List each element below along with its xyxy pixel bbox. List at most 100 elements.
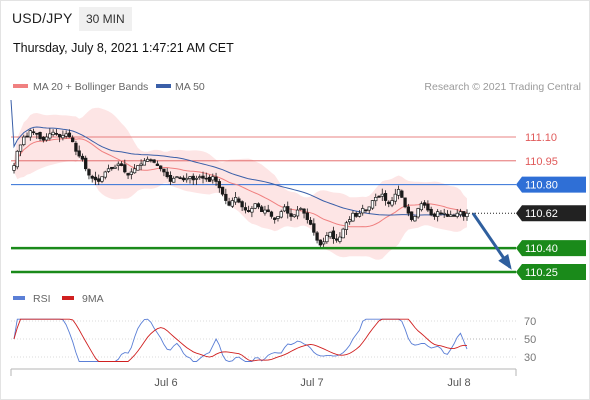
candle — [429, 206, 433, 217]
candle — [338, 232, 342, 244]
candle-body — [227, 201, 231, 206]
candle-body — [393, 193, 397, 202]
candle-body — [308, 219, 313, 225]
candle — [113, 164, 117, 169]
candle — [41, 136, 45, 143]
candle — [217, 178, 221, 193]
candle — [106, 164, 111, 173]
candle-body — [442, 212, 446, 215]
candle-body — [207, 176, 212, 182]
candle — [383, 190, 388, 206]
x-tick-label: Jul 7 — [300, 377, 323, 389]
candle — [204, 172, 208, 182]
level-tag-110-25 — [516, 264, 586, 280]
candle-body — [149, 159, 153, 162]
candle-body — [387, 201, 391, 205]
candle — [224, 188, 228, 205]
candle — [465, 209, 469, 221]
candle — [263, 205, 267, 216]
candle-body — [269, 211, 274, 217]
candle-body — [162, 168, 166, 173]
candle-body — [18, 144, 23, 152]
candle-body — [445, 213, 450, 217]
candle-body — [302, 208, 306, 214]
candle-body — [80, 155, 85, 160]
candle-body — [266, 209, 270, 212]
candle — [103, 170, 107, 180]
candle-body — [71, 137, 75, 143]
candle-body — [41, 136, 45, 141]
candle-body — [172, 177, 176, 183]
candle — [67, 129, 72, 138]
candle — [38, 131, 42, 142]
candle — [328, 231, 332, 239]
rsi-tick-30: 30 — [524, 352, 536, 364]
candle-body — [396, 189, 401, 196]
ma50-legend-swatch — [156, 84, 171, 88]
candle — [87, 168, 91, 180]
candle — [387, 200, 391, 208]
candle — [243, 202, 248, 214]
candle — [80, 153, 85, 162]
candle-body — [84, 157, 88, 170]
rsi-legend-swatch — [13, 296, 25, 300]
candle — [181, 175, 186, 182]
candle — [436, 209, 440, 222]
candle — [419, 201, 424, 212]
candle-body — [35, 132, 39, 135]
candle — [57, 133, 62, 143]
level-tag-110-40 — [516, 240, 586, 257]
candle-body — [409, 211, 414, 220]
candle-body — [465, 212, 469, 217]
candle — [279, 209, 283, 219]
candle-body — [15, 150, 19, 168]
forecast-arrow-head — [498, 253, 512, 270]
candle — [159, 165, 163, 172]
candle-body — [361, 208, 365, 214]
level-label-110-95: 110.95 — [525, 156, 558, 168]
level-tag-110-80 — [516, 176, 586, 193]
candle — [185, 173, 189, 183]
candle — [449, 210, 453, 217]
candle-body — [263, 209, 267, 214]
candle — [18, 144, 23, 157]
x-tick-label: Jul 6 — [154, 377, 177, 389]
candle-body — [273, 217, 277, 220]
candle-body — [299, 208, 303, 210]
candle-body — [224, 193, 228, 201]
candle-body — [201, 175, 205, 179]
candle — [90, 174, 94, 183]
candle — [370, 200, 375, 210]
candle-body — [348, 219, 352, 223]
candle-body — [132, 168, 137, 174]
candle — [15, 149, 19, 170]
candle — [214, 172, 218, 186]
candle — [207, 174, 212, 182]
candle — [325, 232, 329, 244]
candle-body — [419, 203, 424, 211]
candle-body — [51, 131, 55, 136]
candle-body — [413, 216, 417, 222]
candle-body — [113, 166, 117, 169]
candle-body — [276, 216, 280, 219]
candle-body — [357, 212, 362, 217]
ma20-legend-swatch — [13, 84, 28, 88]
candle-body — [462, 211, 466, 217]
candle-body — [119, 163, 124, 166]
candle — [357, 210, 362, 218]
candle-body — [145, 158, 150, 162]
candle-body — [354, 212, 358, 217]
candle-body — [22, 136, 26, 146]
candle — [155, 160, 160, 167]
candle-body — [67, 132, 72, 138]
candle — [422, 200, 427, 209]
candle — [168, 171, 173, 186]
candle — [126, 172, 130, 180]
candle-body — [175, 176, 179, 179]
candle — [348, 216, 352, 225]
candle — [250, 206, 254, 218]
candle-body — [198, 176, 202, 179]
candle-body — [341, 228, 345, 239]
timeframe-badge[interactable]: 30 MIN — [79, 7, 132, 31]
candle — [119, 161, 124, 167]
